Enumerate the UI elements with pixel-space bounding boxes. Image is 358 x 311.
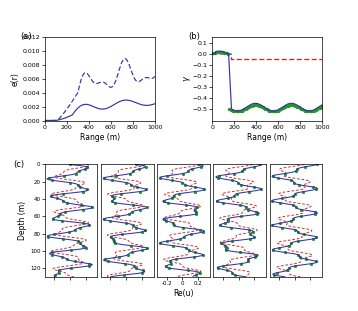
X-axis label: Range (m): Range (m) (80, 133, 120, 142)
X-axis label: Range (m): Range (m) (247, 133, 287, 142)
Y-axis label: e(r): e(r) (10, 72, 19, 86)
Text: (c): (c) (13, 160, 24, 169)
Y-axis label: Depth (m): Depth (m) (18, 201, 27, 240)
X-axis label: Re(u): Re(u) (173, 289, 194, 298)
Text: (b): (b) (188, 32, 200, 41)
Y-axis label: γ: γ (182, 77, 191, 81)
Text: (a): (a) (20, 32, 32, 41)
